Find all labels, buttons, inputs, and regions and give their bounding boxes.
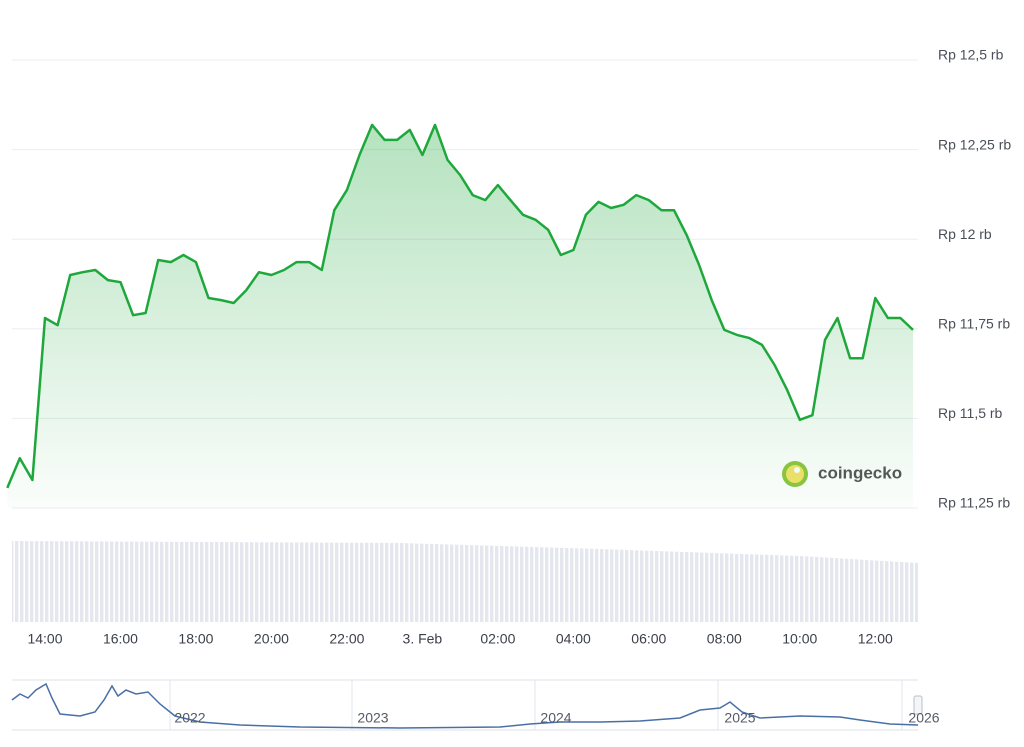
year-label: 2025	[724, 710, 755, 726]
plot: Rp 11,25 rb Rp 11,5 rb Rp 11,75 rb Rp 12 rb…	[6, 47, 1011, 726]
x-tick-label: 20:00	[254, 631, 289, 647]
price-line	[6, 123, 914, 489]
x-tick-label: 06:00	[631, 631, 666, 647]
year-label: 2024	[540, 710, 571, 726]
x-tick-label: 04:00	[556, 631, 591, 647]
y-tick-label: Rp 12,5 rb	[938, 47, 1004, 63]
volume-bars	[12, 541, 918, 622]
year-label: 2022	[174, 710, 205, 726]
y-tick-label: Rp 11,75 rb	[938, 316, 1010, 332]
x-tick-label: 16:00	[103, 631, 138, 647]
x-tick-label: 3. Feb	[403, 631, 443, 647]
x-tick-label: 22:00	[329, 631, 364, 647]
y-tick-label: Rp 12 rb	[938, 226, 992, 242]
x-tick-label: 18:00	[178, 631, 213, 647]
y-tick-label: Rp 11,25 rb	[938, 495, 1010, 511]
area-fill	[7, 124, 914, 509]
navigator	[11, 679, 923, 731]
x-tick-label: 12:00	[858, 631, 893, 647]
year-label: 2026	[908, 710, 939, 726]
x-tick-label: 02:00	[480, 631, 515, 647]
year-label: 2023	[357, 710, 388, 726]
y-tick-label: Rp 12,25 rb	[938, 136, 1011, 152]
x-tick-label: 08:00	[707, 631, 742, 647]
y-tick-label: Rp 11,5 rb	[938, 405, 1003, 421]
x-tick-label: 10:00	[782, 631, 817, 647]
x-tick-label: 14:00	[27, 631, 62, 647]
